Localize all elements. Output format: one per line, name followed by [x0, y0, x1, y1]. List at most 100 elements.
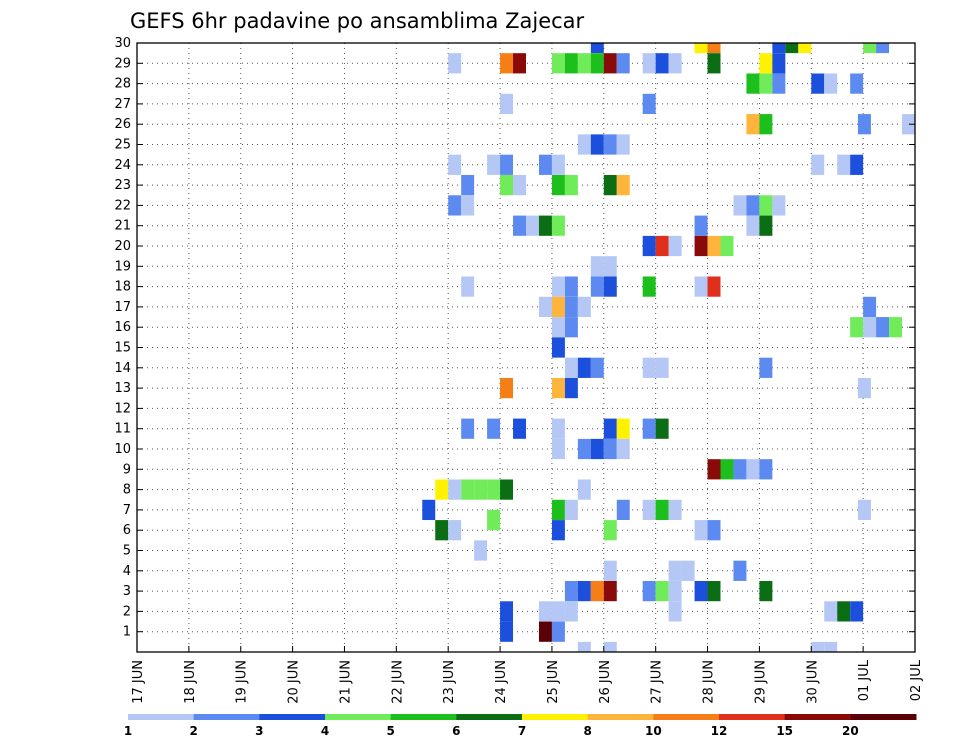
x-tick-label: 01 JUL — [857, 659, 872, 701]
colorbar: 1 2 3 4 5 6 7 8 10 12 15 20 — [124, 714, 917, 738]
heatmap-cell — [513, 53, 526, 74]
heatmap-cell — [603, 520, 617, 541]
heatmap-cell — [551, 53, 565, 74]
heatmap-cell — [448, 195, 462, 216]
y-tick-label: 3 — [123, 584, 131, 599]
heatmap-cell — [857, 377, 871, 399]
x-tick-label: 21 JUN — [338, 660, 353, 704]
heatmap-cell — [655, 53, 669, 74]
heatmap-cell — [590, 276, 604, 297]
colorbar-swatch — [850, 714, 917, 720]
heatmap-cell — [616, 134, 630, 155]
heatmap-cell — [448, 154, 462, 175]
x-tick-label: 29 JUN — [753, 660, 768, 704]
heatmap-cell — [526, 215, 539, 236]
heatmap-cell — [850, 601, 864, 622]
heatmap-cell — [590, 43, 604, 54]
heatmap-cell — [577, 53, 591, 74]
x-tick-label: 23 JUN — [442, 660, 457, 704]
heatmap-cell — [720, 459, 734, 480]
colorbar-label: 2 — [189, 724, 197, 738]
x-tick-label: 28 JUN — [702, 660, 717, 704]
heatmap-cell — [616, 174, 630, 196]
heatmap-cell — [577, 641, 591, 652]
colorbar-label: 3 — [255, 724, 263, 738]
heatmap-cell — [889, 317, 903, 338]
heatmap-cell — [564, 174, 578, 196]
heatmap-cell — [590, 438, 604, 460]
heatmap-cell — [487, 418, 501, 439]
heatmap-cell — [616, 53, 630, 74]
heatmap-cell — [564, 499, 578, 521]
y-tick-label: 4 — [123, 564, 131, 579]
colorbar-label: 8 — [583, 724, 591, 738]
heatmap-cell — [655, 357, 669, 378]
colorbar-swatch — [587, 714, 654, 720]
heatmap-cell — [603, 438, 617, 460]
colorbar-label: 1 — [124, 724, 132, 738]
heatmap-cell — [733, 195, 747, 216]
heatmap-cell — [772, 43, 786, 54]
heatmap-cell — [603, 418, 617, 439]
y-tick-label: 28 — [114, 77, 131, 92]
heatmap-cell — [551, 621, 565, 642]
heatmap-cell — [668, 580, 682, 602]
heatmap-cell — [577, 134, 591, 155]
y-tick-label: 13 — [114, 381, 131, 396]
heatmap-cell — [694, 215, 708, 236]
heatmap-cell — [746, 195, 760, 216]
y-tick-label: 17 — [114, 300, 131, 315]
x-tick-label: 24 JUN — [494, 660, 509, 704]
heatmap-cell — [850, 317, 864, 338]
heatmap-cell — [857, 114, 871, 135]
heatmap-cell — [590, 580, 604, 602]
heatmap-cell — [759, 73, 773, 94]
y-tick-label: 30 — [114, 36, 131, 51]
heatmap-cell — [759, 357, 773, 378]
heatmap-cell — [811, 641, 825, 652]
heatmap-cell — [707, 43, 721, 54]
x-tick-label: 02 JUL — [909, 659, 924, 701]
colorbar-swatch — [653, 714, 720, 720]
heatmap-cell — [694, 276, 708, 297]
axes: 1234567891011121314151617181920212223242… — [114, 36, 924, 704]
heatmap-cell — [590, 53, 604, 74]
colorbar-swatch — [784, 714, 851, 720]
heatmap-cell — [564, 580, 578, 602]
heatmap-cell — [603, 134, 617, 155]
heatmap-cell — [564, 296, 578, 318]
heatmap-cell — [746, 114, 760, 135]
y-tick-label: 29 — [114, 56, 131, 71]
heatmap-cell — [902, 114, 915, 135]
heatmap-cell — [824, 641, 838, 652]
heatmap-cell — [538, 601, 552, 622]
heatmap-cell — [798, 43, 812, 54]
heatmap-cell — [474, 540, 488, 561]
heatmap-cell — [668, 235, 682, 257]
heatmap-cell — [551, 215, 565, 236]
heatmap-cell — [538, 621, 552, 642]
heatmap-cell — [857, 499, 871, 521]
heatmap-cell — [642, 93, 656, 115]
heatmap-cell — [616, 438, 630, 460]
heatmap-cell — [590, 256, 604, 277]
heatmap-cell — [655, 499, 669, 521]
heatmap-cell — [863, 296, 877, 318]
heatmap-cell — [707, 459, 721, 480]
heatmap-cell — [551, 317, 565, 338]
heatmap-cell — [772, 73, 786, 94]
heatmap-cell — [642, 235, 656, 257]
y-tick-label: 20 — [114, 239, 131, 254]
heatmap-cell — [564, 601, 578, 622]
colorbar-swatch — [193, 714, 260, 720]
heatmap-cell — [603, 560, 617, 581]
colorbar-swatch — [128, 714, 195, 720]
heatmap-cell — [707, 520, 721, 541]
heatmap-cell — [863, 317, 877, 338]
y-tick-label: 26 — [114, 117, 131, 132]
heatmap-cell — [759, 580, 773, 602]
y-tick-label: 8 — [123, 483, 131, 498]
heatmap-cell — [694, 235, 708, 257]
